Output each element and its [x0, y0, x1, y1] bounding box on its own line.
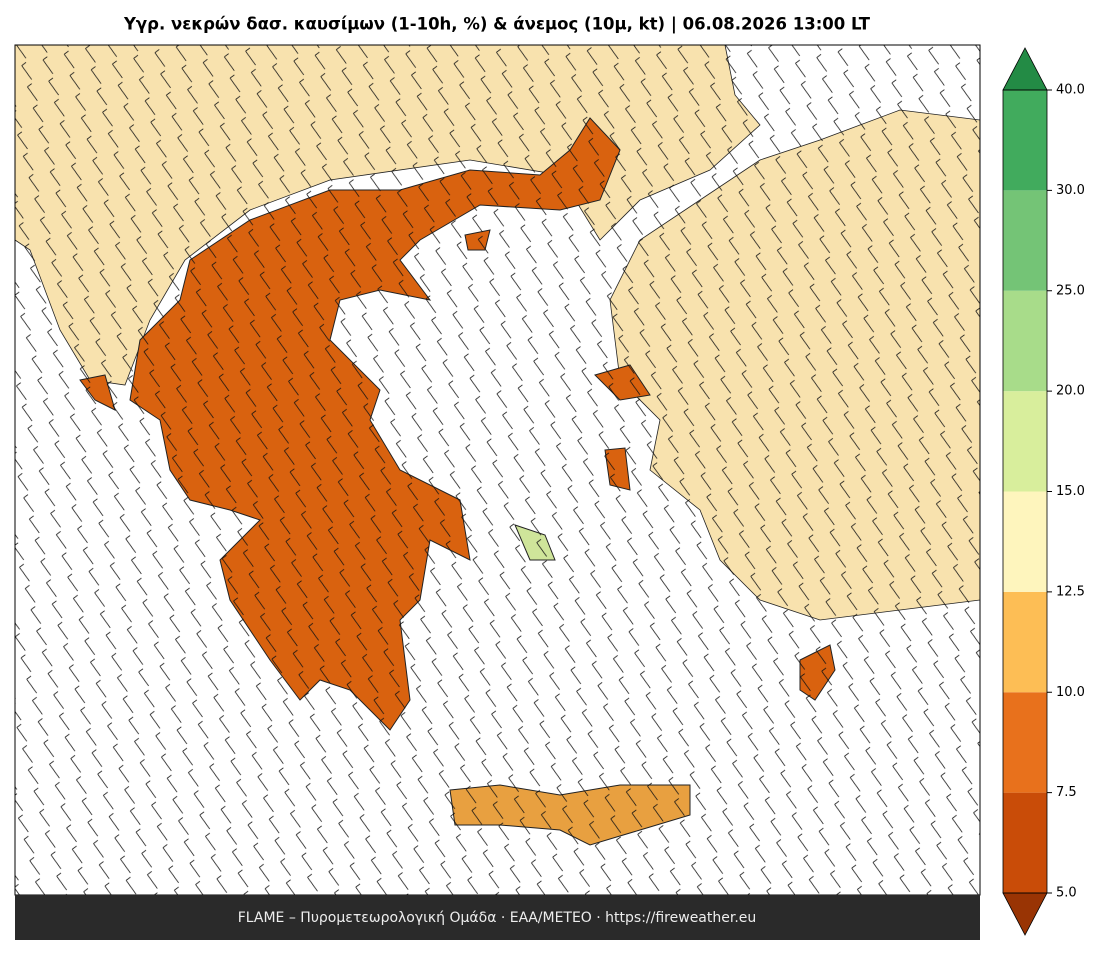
colorbar-tick-label: 30.0: [1056, 183, 1085, 198]
colorbar-segment: [1003, 391, 1047, 492]
footer: FLAME – Πυρομετεωρολογική Ομάδα · ΕΑΑ/ME…: [238, 910, 757, 926]
colorbar-segment: [1003, 90, 1047, 191]
colorbar-segment: [1003, 190, 1047, 291]
title: Υγρ. νεκρών δασ. καυσίμων (1-10h, %) & ά…: [123, 15, 871, 35]
colorbar-tick-label: 20.0: [1056, 384, 1085, 399]
colorbar-segment: [1003, 290, 1047, 392]
colorbar-over: [1002, 47, 1048, 91]
colorbar-tick-label: 10.0: [1056, 685, 1085, 700]
footer-bar: [15, 895, 980, 940]
colorbar: 5.0 7.5 10.0 12.5 15.0 20.0 25.0 30.0 40.0: [1002, 47, 1085, 936]
map: [15, 45, 980, 895]
colorbar-tick-label: 40.0: [1056, 83, 1085, 98]
colorbar-segment: [1003, 792, 1047, 893]
colorbar-tick-label: 12.5: [1056, 584, 1085, 599]
colorbar-tick-label: 25.0: [1056, 283, 1085, 298]
wind-barbs: [15, 45, 980, 895]
colorbar-segment: [1003, 491, 1047, 592]
colorbar-segment: [1003, 692, 1047, 793]
colorbar-tick-label: 7.5: [1056, 785, 1077, 800]
colorbar-segment: [1003, 591, 1047, 693]
colorbar-tick-label: 5.0: [1056, 886, 1077, 901]
colorbar-under: [1002, 892, 1048, 936]
colorbar-tick-label: 15.0: [1056, 484, 1085, 499]
